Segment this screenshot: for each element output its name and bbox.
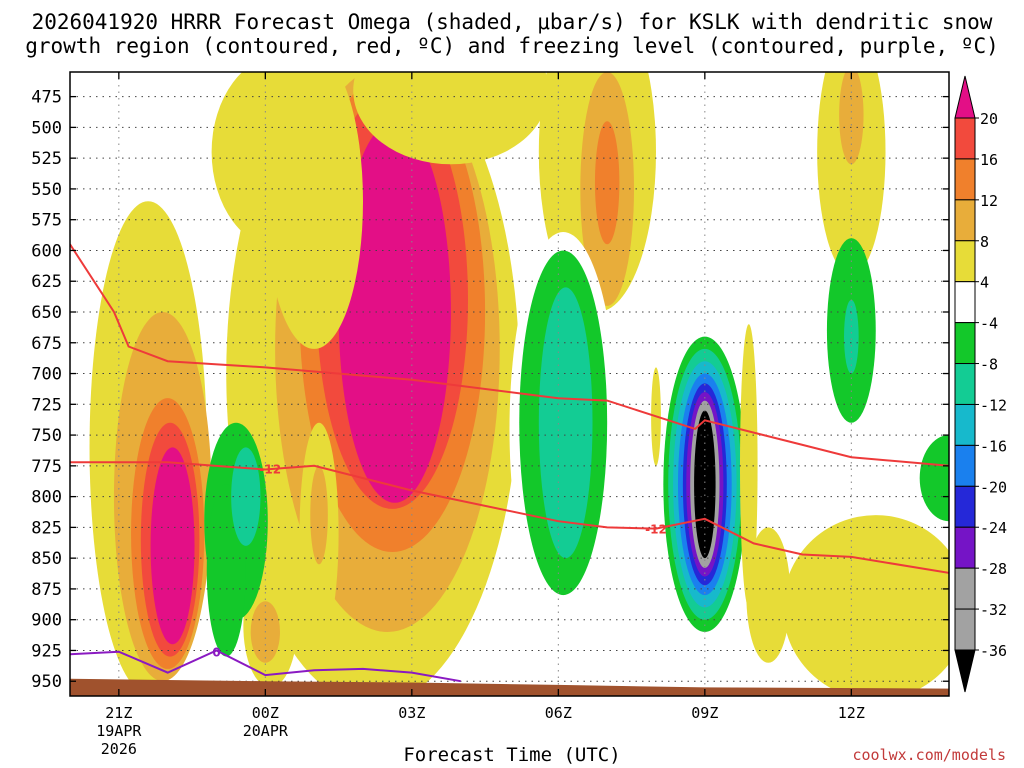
omega-sink-06z-level-2 [538,287,593,559]
omega-lower-right-level-0 [782,515,949,696]
colorbar-swatch-5 [954,322,976,365]
credit-text: coolwx.com/models [852,746,1006,764]
colorbar-label-8: -16 [980,437,1007,455]
colorbar-swatch-0 [954,117,976,160]
omega-sink-right [919,435,949,522]
ytick-label-775: 775 [31,457,62,477]
ytick-label-750: 750 [31,426,62,446]
ytick-label-800: 800 [31,488,62,508]
colorbar-label-4: 4 [980,274,989,292]
omega-sink-09z [663,336,747,632]
isotherm-minus12-lower [70,461,949,574]
omega-sink-12z [826,238,876,423]
colorbar-label-2: 12 [980,192,998,210]
colorbar-label-0: 20 [980,110,998,128]
omega-plume-upper-left [211,72,549,349]
ytick-label-850: 850 [31,549,62,569]
omega-sliver-08z-level-0 [739,324,758,608]
ytick-label-925: 925 [31,641,62,661]
omega-sink-12z-level-1 [844,299,859,374]
xtick-date-21Z: 19APR [96,722,142,740]
isotherm-minus12-upper [70,243,949,467]
colorbar-label-11: -28 [980,560,1007,578]
ytick-label-675: 675 [31,334,62,354]
colorbar-label-1: 16 [980,151,998,169]
chart-title: 2026041920 HRRR Forecast Omega (shaded, … [31,10,993,34]
omega-plume-12z-upper-level-1 [839,72,864,165]
colorbar-swatch-1 [954,158,976,201]
colorbar-swatch-10 [954,526,976,569]
ytick-label-525: 525 [31,149,62,169]
ytick-label-575: 575 [31,211,62,231]
colorbar-swatch-8 [954,444,976,487]
colorbar-label-7: -12 [980,396,1007,414]
colorbar-swatch-9 [954,485,976,528]
xtick-label-21Z: 21Z [105,704,132,722]
xtick-year-21Z: 2026 [101,740,137,758]
colorbar-label-13: -36 [980,642,1007,660]
colorbar-bottom-arrow [954,649,976,693]
x-axis-title: Forecast Time (UTC) [403,744,621,766]
ytick-label-650: 650 [31,303,62,323]
omega-plume-09z-level-2 [594,121,620,245]
ytick-label-500: 500 [31,118,62,138]
colorbar-swatch-6 [954,363,976,405]
omega-core-21z [89,201,212,694]
xtick-label-06Z: 06Z [545,704,572,722]
omega-plume-upper-left-level-1 [353,72,549,165]
ytick-label-900: 900 [31,611,62,631]
colorbar-label-10: -24 [980,519,1007,537]
ground-terrain [70,678,949,696]
ytick-label-725: 725 [31,395,62,415]
omega-core-21z-level-4 [150,447,195,645]
colorbar-swatch-4 [954,281,976,324]
omega-lower-right [746,515,949,696]
xtick-date-00Z: 20APR [243,722,289,740]
ytick-label-600: 600 [31,241,62,261]
ytick-label-700: 700 [31,365,62,385]
ytick-label-950: 950 [31,672,62,692]
ytick-label-550: 550 [31,180,62,200]
contour-label-minus12-a: -12 [259,462,281,476]
ytick-label-625: 625 [31,272,62,292]
omega-plume-12z-upper [817,72,886,276]
contour-label-freezing: 0 [212,646,220,660]
omega-sink-00z [204,422,268,657]
colorbar-swatch-7 [954,403,976,446]
colorbar-top-arrow [954,75,976,119]
colorbar-swatch-2 [954,199,976,242]
omega-plume-12z-upper-level-0 [817,72,886,276]
xtick-label-00Z: 00Z [252,704,279,722]
omega-lower-right-level-1 [746,527,791,663]
omega-sink-06z [509,231,617,626]
colorbar-label-6: -8 [980,356,998,374]
ytick-label-825: 825 [31,518,62,538]
omega-core-03z-level-4 [338,121,451,503]
contour-label-minus12-b: -12 [645,523,667,537]
ytick-label-475: 475 [31,88,62,108]
colorbar-label-3: 8 [980,233,989,251]
omega-small-00z-level-3 [310,465,328,565]
plot-frame [69,71,950,697]
omega-sink-09z-level-7 [694,410,716,559]
colorbar-label-9: -20 [980,478,1007,496]
xtick-label-09Z: 09Z [691,704,718,722]
freezing-level-line [70,649,461,683]
ytick-label-875: 875 [31,580,62,600]
colorbar-swatch-11 [954,567,976,610]
omega-plume-upper-left-level-2 [265,72,363,349]
omega-sink-right-level-0 [919,435,949,522]
xtick-label-03Z: 03Z [398,704,425,722]
colorbar-label-5: -4 [980,315,998,333]
colorbar-swatch-3 [954,240,976,283]
colorbar-swatch-12 [954,608,976,651]
xtick-label-12Z: 12Z [838,704,865,722]
colorbar-label-12: -32 [980,601,1007,619]
chart-title-line2: growth region (contoured, red, ºC) and f… [25,34,999,58]
